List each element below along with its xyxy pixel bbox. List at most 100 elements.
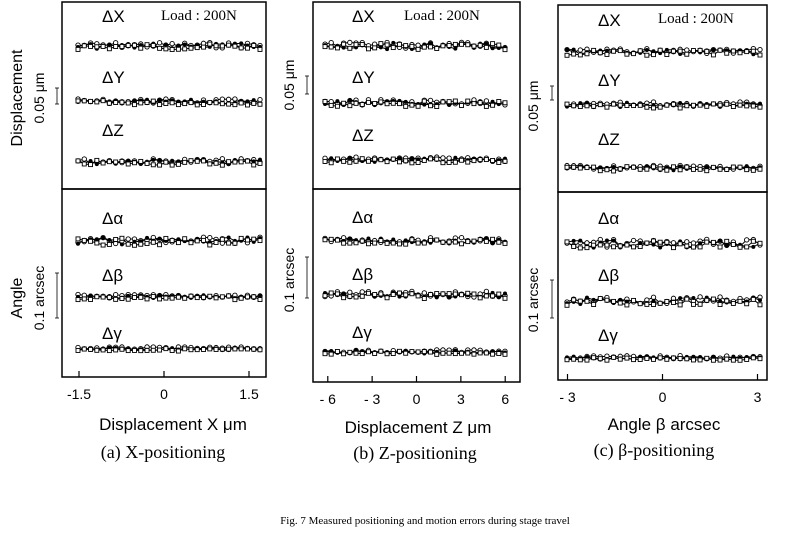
panel-c-data-point <box>737 357 743 363</box>
panel-a-data-point <box>150 347 156 353</box>
panel-a-data-point <box>125 348 131 354</box>
panel-c-data-point <box>724 356 730 362</box>
panel-c-data-point <box>750 238 756 244</box>
panel-b-data-point <box>440 43 446 49</box>
panel-c-data-point <box>578 238 583 243</box>
panel-a-data-point <box>157 158 162 163</box>
panel-c-data-point <box>678 101 683 106</box>
panel-b-data-point <box>341 295 347 301</box>
panel-a-data-point <box>75 98 81 104</box>
panel-c-data-point <box>744 103 750 109</box>
panel-c-data-point <box>697 244 703 250</box>
panel-b-data-point <box>378 291 384 297</box>
panel-a-data-point <box>113 296 119 302</box>
panel-a-data-point <box>132 295 137 300</box>
panel-c-data-point <box>597 50 603 56</box>
panel-b-data-point <box>452 291 458 297</box>
panel-c-data-point <box>631 103 637 109</box>
panel-c-data-point <box>591 302 597 307</box>
panel-b-data-point <box>397 294 402 299</box>
panel-a-x-axis-label: Displacement X μm <box>99 415 247 434</box>
panel-a-data-point <box>113 237 119 242</box>
panel-a-data-point <box>119 242 124 247</box>
panel-b-data-point <box>502 100 508 106</box>
panel-b-data-point <box>471 43 477 49</box>
panel-c-data-point <box>597 296 603 301</box>
panel-b-data-point <box>496 99 502 104</box>
panel-b-data-point <box>329 156 334 161</box>
panel-b-data-point <box>359 42 365 47</box>
panel-a-data-point <box>170 158 175 163</box>
panel-b-data-point <box>359 289 365 295</box>
panel-c-data-point <box>744 49 750 55</box>
panel-c-data-point <box>690 48 696 54</box>
panel-c-data-point <box>651 238 656 244</box>
panel-b-data-point <box>322 293 328 299</box>
panel-b-data-point <box>490 241 495 246</box>
panel-a-data-point <box>257 101 263 107</box>
panel-a-data-point <box>194 347 200 353</box>
panel-a-data-point <box>119 235 125 241</box>
panel-c-data-point <box>758 101 762 106</box>
panel-a-data-point <box>207 99 213 105</box>
panel-a-data-point <box>156 40 163 46</box>
panel-a-load-label: Load : 200N <box>161 8 237 24</box>
panel-a-data-point <box>251 100 257 106</box>
panel-b-data-point <box>415 293 421 299</box>
panel-c-x-tick-label: 3 <box>754 389 762 405</box>
panel-b-data-point <box>484 41 489 46</box>
panel-b-data-point <box>459 157 465 163</box>
panel-b-data-point <box>452 239 458 245</box>
panel-a-data-point <box>144 99 150 105</box>
panel-c-data-point <box>670 240 677 246</box>
panel-b-data-point <box>341 351 347 357</box>
panel-b-data-point <box>446 291 452 297</box>
panel-b-data-point <box>503 291 507 296</box>
panel-b-data-point <box>483 288 490 295</box>
panel-b-trace-label: Δβ <box>352 265 373 284</box>
panel-a-data-point <box>169 41 175 47</box>
panel-a-data-point <box>175 294 181 300</box>
panel-b-data-point <box>490 99 495 104</box>
panel-b-data-point <box>378 41 384 47</box>
panel-c-data-point <box>664 356 670 362</box>
panel-b-x-tick-label: 3 <box>457 391 465 407</box>
panel-a-data-point <box>238 295 244 301</box>
panel-b-data-point <box>452 351 458 357</box>
panel-b-data-point <box>403 99 408 104</box>
panel-a-data-point <box>81 346 87 352</box>
panel-b-data-point <box>452 41 458 47</box>
panel-a-data-point <box>100 160 106 166</box>
panel-b-data-point <box>347 39 353 46</box>
panel-a-data-point <box>258 157 262 162</box>
panel-b-data-point <box>353 154 359 160</box>
panel-b-data-point <box>390 351 396 357</box>
panel-b-data-point <box>365 241 371 247</box>
panel-b-data-point <box>334 291 340 297</box>
panel-a-data-point <box>100 347 106 353</box>
panel-a-data-point <box>226 159 232 165</box>
panel-b-data-point <box>347 349 353 355</box>
panel-a-data-point <box>219 96 225 102</box>
panel-c-data-point <box>671 164 676 170</box>
panel-b-data-point <box>378 45 383 50</box>
panel-a-data-point <box>244 237 250 243</box>
panel-c-data-point <box>664 102 670 108</box>
panel-a-data-point <box>106 100 112 106</box>
panel-c-data-point <box>677 302 683 308</box>
panel-b-data-point <box>453 155 458 160</box>
panel-c-data-point <box>637 357 643 362</box>
panel-a-data-point <box>163 101 169 106</box>
panel-a-data-point <box>138 294 144 300</box>
panel-a-data-point <box>132 102 137 108</box>
panel-a-data-point <box>207 242 213 248</box>
panel-a-data-point <box>244 158 250 164</box>
panel-c-data-point <box>750 355 756 361</box>
panel-c-data-point <box>704 48 710 54</box>
panel-a-data-point <box>257 238 263 244</box>
panel-a-trace-label: Δβ <box>102 266 123 285</box>
panel-c-data-point <box>651 164 656 170</box>
panel-a-data-point <box>94 240 100 246</box>
panel-a-data-point <box>144 241 150 247</box>
panel-a-data-point <box>75 46 81 52</box>
